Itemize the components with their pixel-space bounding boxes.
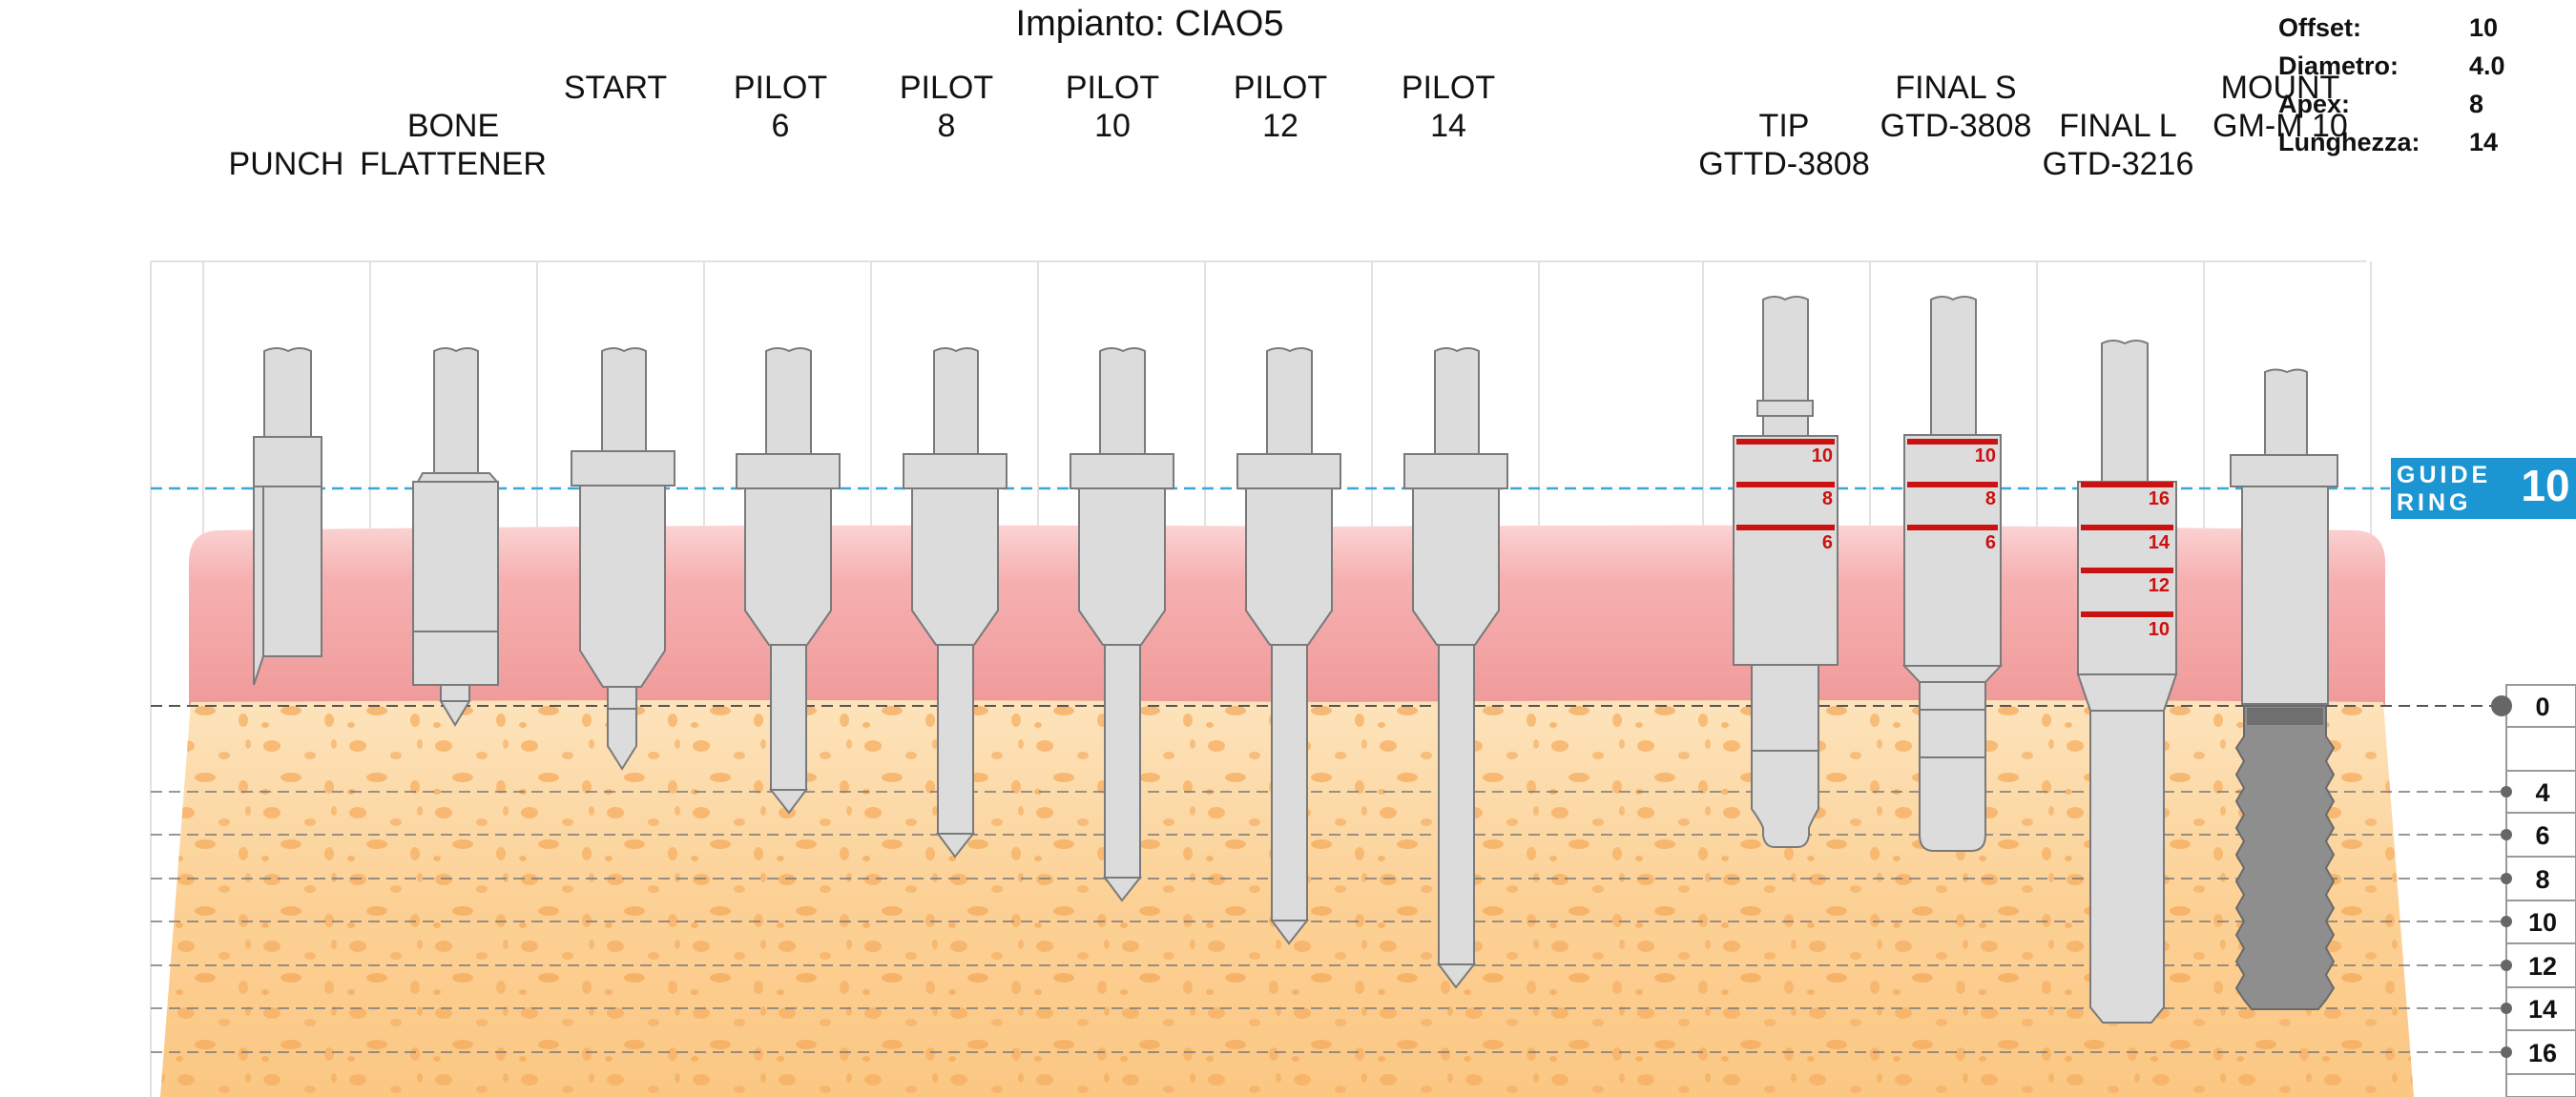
tool-final-l — [2076, 340, 2178, 1024]
final-l-mark-10: 10 — [2149, 619, 2170, 640]
col-header-bone-flattener: BONE FLATTENER — [360, 108, 547, 182]
implant-collar — [2247, 708, 2323, 725]
tip-mark-10: 10 — [1812, 445, 1833, 466]
tool-punch — [253, 347, 322, 686]
depth-label-10: 10 — [2528, 908, 2557, 937]
col-header-final-l: FINAL L GTD-3216 — [2042, 108, 2194, 182]
tool-pilot-10 — [1070, 347, 1174, 902]
col-header-pilot-10: PILOT 10 — [1065, 70, 1160, 144]
info-diametro: Diametro: 4.0 — [2278, 52, 2505, 80]
depth-label-8: 8 — [2535, 865, 2549, 894]
page-title: Impianto: CIAO5 — [1015, 4, 1284, 44]
depth-label-0: 0 — [2535, 693, 2549, 721]
depth-label-4: 4 — [2535, 778, 2549, 807]
col-header-pilot-12: PILOT 12 — [1233, 70, 1328, 144]
final-s-mark-10: 10 — [1975, 445, 1996, 466]
guide-ring-value: 10 — [2521, 461, 2569, 510]
implant — [2234, 705, 2336, 1010]
tool-start — [571, 347, 675, 771]
tool-bone-flattener — [412, 347, 500, 727]
final-l-mark-16: 16 — [2149, 488, 2170, 509]
tool-pilot-6 — [736, 347, 841, 815]
tip-mark-6: 6 — [1822, 532, 1833, 553]
guide-ring-label-line1: GUIDE — [2397, 462, 2491, 488]
info-lunghezza: Lunghezza: 14 — [2278, 128, 2499, 156]
final-s-mark-8: 8 — [1985, 488, 1996, 509]
depth-label-14: 14 — [2528, 995, 2557, 1024]
col-header-mount: MOUNT GM-M 10 — [2212, 70, 2348, 144]
tip-mark-8: 8 — [1822, 488, 1833, 509]
final-l-mark-12: 12 — [2149, 575, 2170, 596]
info-apex: Apex: 8 — [2278, 90, 2484, 118]
final-l-mark-14: 14 — [2149, 532, 2171, 553]
col-header-punch: PUNCH — [228, 146, 344, 182]
col-header-final-s: FINAL S GTD-3808 — [1880, 70, 2032, 144]
depth-label-6: 6 — [2535, 821, 2549, 850]
depth-lines — [151, 705, 2519, 1053]
tool-mount — [2230, 368, 2338, 705]
info-offset: Offset: 10 — [2278, 13, 2499, 42]
col-header-pilot-8: PILOT 8 — [899, 70, 994, 144]
depth-scale: 0 4 6 8 10 12 14 16 — [2491, 684, 2576, 1097]
tool-pilot-12 — [1236, 347, 1341, 945]
col-header-tip: TIP GTTD-3808 — [1698, 108, 1870, 182]
depth-label-12: 12 — [2528, 952, 2557, 981]
tool-final-s — [1901, 296, 2004, 852]
final-s-mark-6: 6 — [1985, 532, 1996, 553]
guide-ring-badge: GUIDE RING 10 — [2391, 458, 2576, 519]
tool-tip — [1733, 296, 1839, 848]
col-header-start: START — [563, 70, 668, 106]
col-header-pilot-14: PILOT 14 — [1401, 70, 1496, 144]
tool-pilot-8 — [903, 347, 1008, 859]
tool-pilot-14 — [1403, 347, 1508, 989]
col-header-pilot-6: PILOT 6 — [733, 70, 828, 144]
depth-label-16: 16 — [2528, 1039, 2557, 1067]
guide-ring-label-line2: RING — [2397, 489, 2472, 516]
depth-marks — [1736, 439, 2173, 617]
